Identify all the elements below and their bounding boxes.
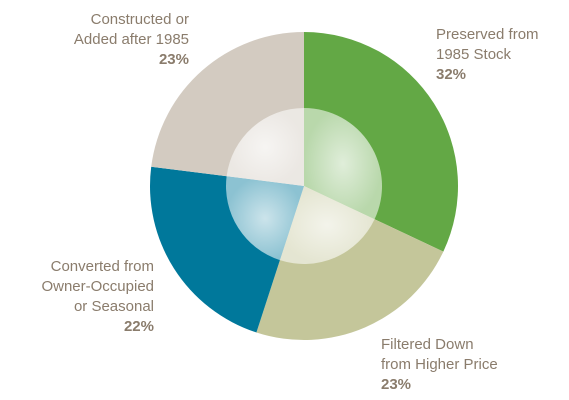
slice-label-text: Filtered Down	[381, 336, 474, 353]
pie-inner-converted	[226, 176, 304, 261]
slice-percent: 23%	[158, 51, 189, 68]
slice-percent: 32%	[436, 66, 467, 83]
slice-label-text: 1985 Stock	[436, 46, 512, 63]
slice-label-converted: Converted from Owner-Occupied or Seasona…	[41, 257, 154, 337]
slice-label-constructed: Constructed or Added after 1985 23%	[74, 10, 189, 70]
slice-label-text: Added after 1985	[73, 31, 189, 48]
slice-label-filtered: Filtered Down from Higher Price 23%	[381, 335, 498, 395]
slice-label-text: Owner-Occupied	[41, 278, 154, 295]
pie-inner-preserved	[304, 108, 383, 220]
pie-inner-filtered	[279, 186, 375, 264]
inner-highlight	[226, 108, 383, 264]
slice-label-text: Preserved from	[436, 26, 539, 43]
slice-percent: 22%	[123, 318, 154, 335]
slice-label-text: Converted from	[50, 258, 154, 275]
slice-label-text: from Higher Price	[381, 356, 498, 373]
pie-inner-constructed	[226, 108, 304, 186]
slice-percent: 23%	[381, 376, 412, 393]
slice-label-text: or Seasonal	[73, 298, 154, 315]
slice-label-preserved: Preserved from 1985 Stock 32%	[436, 25, 539, 85]
slice-label-text: Constructed or	[90, 11, 189, 28]
